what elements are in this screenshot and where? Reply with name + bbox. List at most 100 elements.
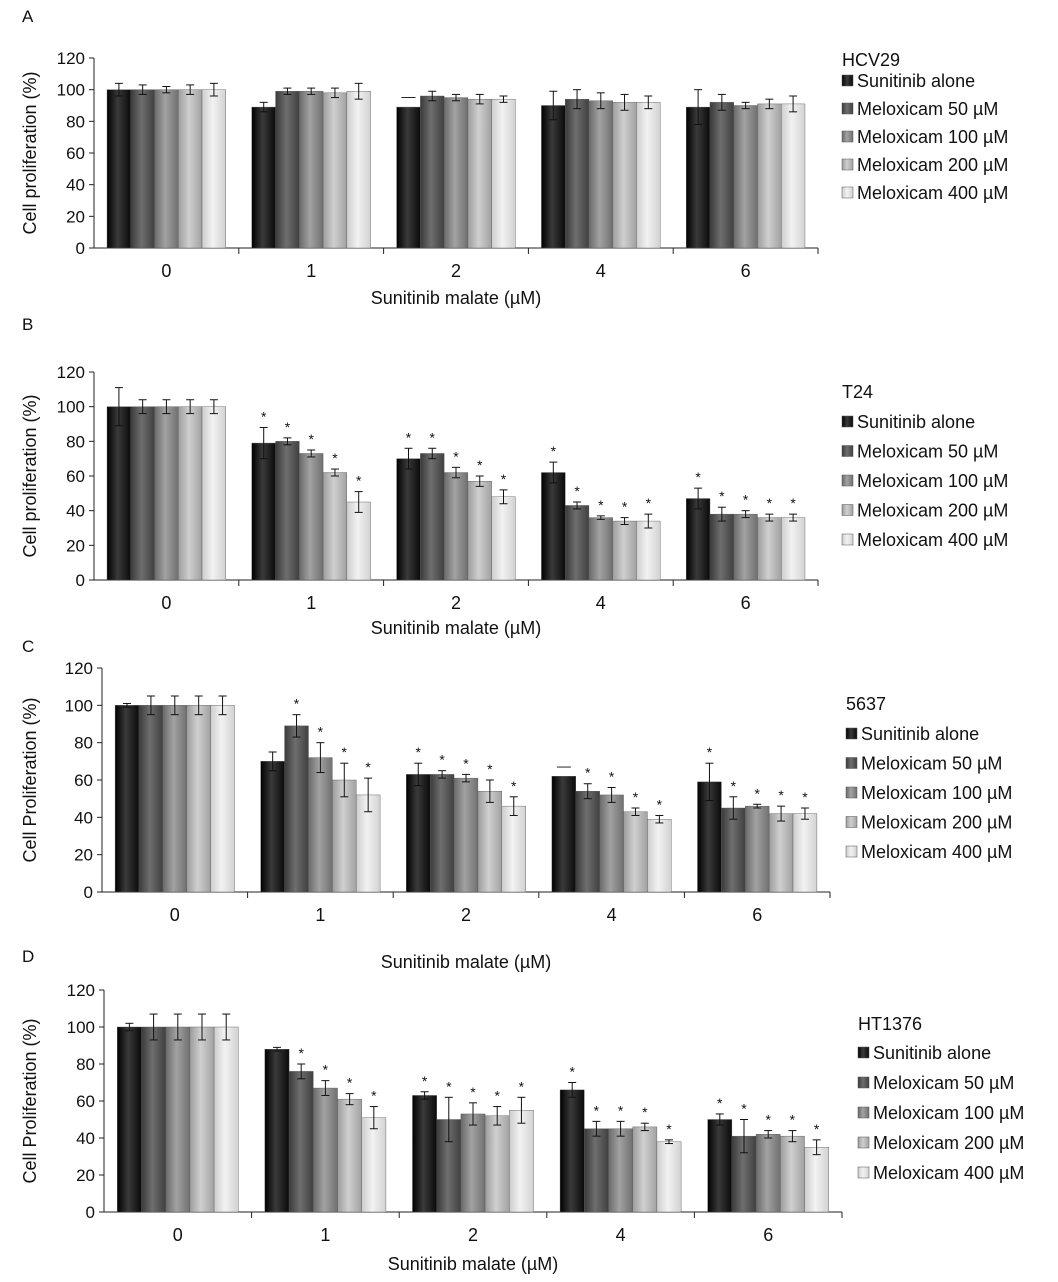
bar [313,1087,338,1213]
bar [584,1128,609,1213]
legend-label: Meloxicam 400 µM [857,530,1008,550]
panel-label: D [22,947,34,966]
legend-swatch [845,816,858,828]
x-tick-label: 6 [752,905,762,925]
significance-marker: * [695,469,701,485]
x-tick-label: 2 [451,593,461,613]
bar [588,100,613,249]
significance-marker: * [657,796,663,812]
legend-swatch [841,102,854,115]
bar [686,106,711,249]
y-tick-label: 100 [67,1018,95,1037]
x-tick-label: 0 [161,261,171,281]
legend-swatch [841,186,854,199]
y-tick-label: 120 [65,659,93,678]
legend-label: Meloxicam 50 µM [861,754,1002,774]
y-tick-label: 80 [66,112,85,131]
legend-label: Meloxicam 400 µM [873,1163,1024,1183]
y-tick-label: 120 [67,981,95,1000]
significance-marker: * [551,443,557,459]
legend-swatch [857,1046,870,1059]
bar [361,1117,387,1213]
bar [509,1110,534,1213]
legend-label: Meloxicam 100 µM [857,127,1008,147]
bar [686,498,711,581]
y-tick-label: 20 [66,207,85,226]
cell-line-title: T24 [842,382,873,402]
x-tick-label: 2 [461,905,471,925]
bar [260,761,285,893]
bar [623,811,648,893]
bar [186,705,211,893]
y-axis-label: Cell proliferation (%) [20,394,40,557]
legend-swatch [857,1136,870,1149]
bar [599,794,624,893]
legend-swatch [841,74,854,87]
significance-marker: * [477,457,483,473]
bar [636,102,661,249]
legend-label: Meloxicam 200 µM [857,501,1008,521]
significance-marker: * [778,787,784,803]
cell-line-title: HT1376 [858,1014,922,1034]
bar [559,1089,585,1213]
significance-marker: * [741,1101,747,1117]
legend-label: Sunitinib alone [857,412,975,432]
legend-label: Meloxicam 200 µM [861,813,1012,833]
bar [346,501,371,581]
x-tick-label: 4 [616,1225,626,1245]
legend-label: Meloxicam 100 µM [873,1103,1024,1123]
bar [299,91,324,249]
significance-marker: * [501,471,507,487]
y-tick-label: 60 [76,1092,95,1111]
bar [299,453,324,581]
bar [781,103,806,249]
panel-t24: B 0 20 40 60 80 100 120 Cell proliferation (%) 0 1… [20,315,1008,638]
legend-label: Meloxicam 50 µM [857,99,998,119]
significance-marker: * [790,495,796,511]
bar [114,705,140,893]
legend-label: Meloxicam 400 µM [861,842,1012,862]
y-tick-label: 120 [57,49,85,68]
y-tick-label: 20 [66,536,85,555]
significance-marker: — [402,88,416,104]
bar [467,481,492,581]
significance-marker: * [494,1088,500,1104]
significance-marker: * [416,744,422,760]
bar [420,95,445,249]
bar [288,1071,314,1213]
bar [420,453,445,581]
y-tick-label: 60 [66,144,85,163]
significance-marker: * [731,778,737,794]
x-tick-label: 4 [607,905,617,925]
bar [443,472,469,581]
significance-marker: * [633,789,639,805]
bar [322,472,348,581]
significance-marker: * [332,450,338,466]
significance-marker: * [814,1121,820,1137]
panel-label: A [22,7,34,26]
significance-marker: * [261,408,267,424]
y-tick-label: 60 [66,467,85,486]
bar [755,1134,781,1213]
y-tick-label: 0 [84,883,93,902]
x-tick-label: 4 [596,261,606,281]
bar [477,791,503,893]
significance-marker: * [342,744,348,760]
bar [138,705,164,893]
x-axis-label: Sunitinib malate (µM) [381,952,551,972]
bar [429,774,455,893]
bar [768,813,794,893]
bar [636,520,661,581]
significance-marker: * [666,1121,672,1137]
bar [707,1119,733,1213]
legend-swatch [841,158,854,171]
legend-swatch [841,533,854,546]
significance-marker: * [618,1102,624,1118]
bar [541,105,566,249]
bar [781,517,806,581]
significance-marker: * [406,429,412,445]
significance-marker: * [609,768,615,784]
legend-label: Meloxicam 100 µM [857,471,1008,491]
significance-marker: * [767,495,773,511]
